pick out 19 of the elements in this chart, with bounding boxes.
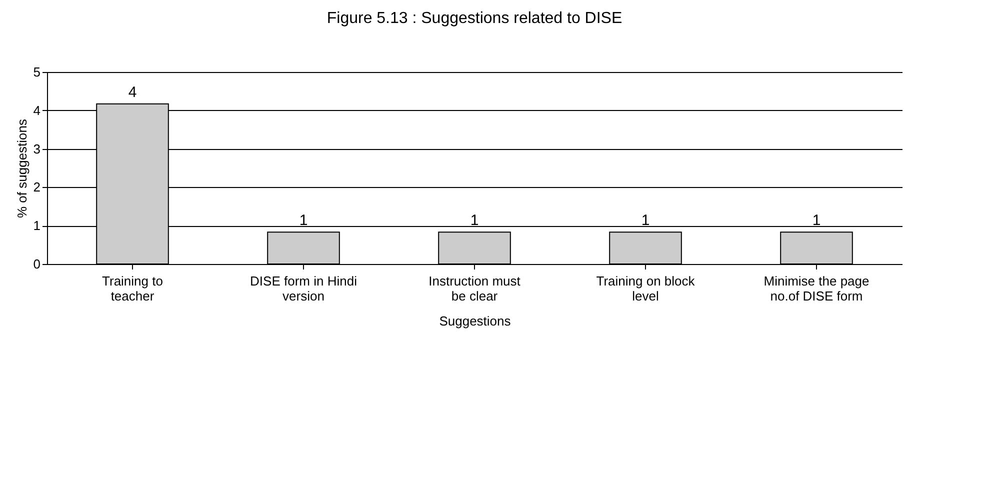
y-axis-title: % of suggestions: [14, 118, 30, 218]
y-tick-label: 1: [33, 218, 40, 234]
x-tick-label: Training to teacher: [102, 274, 163, 304]
x-tick-label: Training on block level: [596, 274, 696, 304]
x-tick-label: Instruction must be clear: [428, 274, 521, 304]
y-tick-label: 2: [33, 180, 40, 195]
data-label: 4: [128, 84, 137, 101]
y-tick-label: 3: [33, 141, 40, 156]
data-label: 1: [299, 212, 308, 230]
y-tick-label: 5: [33, 64, 40, 80]
data-label: 1: [812, 212, 821, 230]
x-tick-label: Minimise the page no.of DISE form: [764, 274, 870, 304]
x-axis-title: Suggestions: [439, 314, 512, 328]
data-label: 1: [470, 212, 479, 230]
data-label: 1: [641, 212, 650, 230]
y-tick-label: 4: [33, 102, 40, 118]
chart-title: Figure 5.13 : Suggestions related to DISE: [326, 10, 622, 27]
y-tick-label: 0: [33, 256, 40, 272]
x-tick-label: DISE form in Hindi version: [250, 274, 358, 304]
